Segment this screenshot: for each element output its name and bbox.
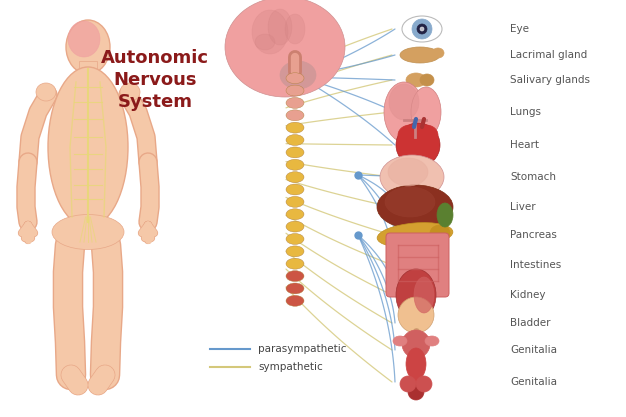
- Ellipse shape: [430, 225, 450, 241]
- Ellipse shape: [286, 196, 304, 207]
- Ellipse shape: [398, 297, 434, 333]
- Ellipse shape: [417, 24, 427, 34]
- Ellipse shape: [377, 223, 453, 247]
- Ellipse shape: [388, 158, 428, 186]
- Ellipse shape: [416, 376, 432, 392]
- Text: Lungs: Lungs: [510, 107, 541, 117]
- Ellipse shape: [384, 82, 424, 142]
- Ellipse shape: [398, 125, 422, 145]
- Ellipse shape: [286, 135, 304, 146]
- Text: Genitalia: Genitalia: [510, 377, 557, 387]
- Ellipse shape: [411, 87, 441, 137]
- Ellipse shape: [425, 336, 439, 346]
- Ellipse shape: [385, 187, 435, 217]
- Ellipse shape: [389, 84, 419, 120]
- Text: parasympathetic: parasympathetic: [258, 344, 347, 354]
- Ellipse shape: [66, 20, 110, 74]
- Ellipse shape: [414, 125, 438, 145]
- Ellipse shape: [52, 214, 124, 249]
- Text: sympathetic: sympathetic: [258, 362, 323, 372]
- Ellipse shape: [286, 85, 304, 96]
- Ellipse shape: [280, 61, 316, 89]
- Ellipse shape: [396, 123, 440, 167]
- Ellipse shape: [393, 336, 407, 346]
- Ellipse shape: [252, 10, 288, 54]
- Ellipse shape: [286, 246, 304, 257]
- Ellipse shape: [286, 184, 304, 195]
- Ellipse shape: [286, 122, 304, 133]
- Text: Intestines: Intestines: [510, 260, 562, 270]
- Ellipse shape: [285, 14, 305, 44]
- Ellipse shape: [268, 9, 292, 45]
- Ellipse shape: [286, 209, 304, 220]
- Ellipse shape: [225, 0, 345, 97]
- Ellipse shape: [286, 159, 304, 170]
- Ellipse shape: [432, 48, 444, 58]
- Ellipse shape: [286, 271, 304, 281]
- Ellipse shape: [48, 67, 128, 227]
- Ellipse shape: [380, 155, 444, 199]
- Ellipse shape: [286, 172, 304, 183]
- Ellipse shape: [408, 384, 424, 400]
- Ellipse shape: [286, 221, 304, 232]
- Ellipse shape: [286, 98, 304, 108]
- Ellipse shape: [255, 34, 275, 50]
- Text: Bladder: Bladder: [510, 318, 550, 328]
- Ellipse shape: [437, 203, 453, 227]
- Ellipse shape: [36, 83, 56, 101]
- Ellipse shape: [406, 348, 426, 380]
- Ellipse shape: [286, 147, 304, 158]
- Ellipse shape: [68, 21, 100, 57]
- FancyBboxPatch shape: [386, 233, 449, 297]
- Text: Lacrimal gland: Lacrimal gland: [510, 50, 587, 60]
- Text: Stomach: Stomach: [510, 172, 556, 182]
- Ellipse shape: [402, 330, 430, 358]
- Ellipse shape: [400, 376, 416, 392]
- Ellipse shape: [402, 16, 442, 42]
- Text: Salivary glands: Salivary glands: [510, 75, 590, 85]
- Text: Genitalia: Genitalia: [510, 345, 557, 355]
- Ellipse shape: [286, 258, 304, 269]
- Text: Eye: Eye: [510, 24, 529, 34]
- Ellipse shape: [420, 74, 434, 86]
- Text: Autonomic
Nervous
System: Autonomic Nervous System: [101, 49, 209, 111]
- Ellipse shape: [406, 73, 426, 87]
- Text: Pancreas: Pancreas: [510, 230, 557, 240]
- Ellipse shape: [286, 283, 304, 294]
- Ellipse shape: [120, 83, 140, 101]
- Ellipse shape: [286, 234, 304, 244]
- Bar: [79, 61, 97, 83]
- Ellipse shape: [412, 19, 432, 39]
- Ellipse shape: [400, 47, 440, 63]
- Ellipse shape: [286, 295, 304, 306]
- Text: Heart: Heart: [510, 140, 539, 150]
- Ellipse shape: [414, 277, 434, 313]
- Ellipse shape: [396, 269, 436, 321]
- Ellipse shape: [286, 110, 304, 121]
- Ellipse shape: [377, 185, 453, 229]
- Ellipse shape: [286, 73, 304, 84]
- Ellipse shape: [420, 27, 424, 31]
- Text: Kidney: Kidney: [510, 290, 545, 300]
- Text: Liver: Liver: [510, 202, 536, 212]
